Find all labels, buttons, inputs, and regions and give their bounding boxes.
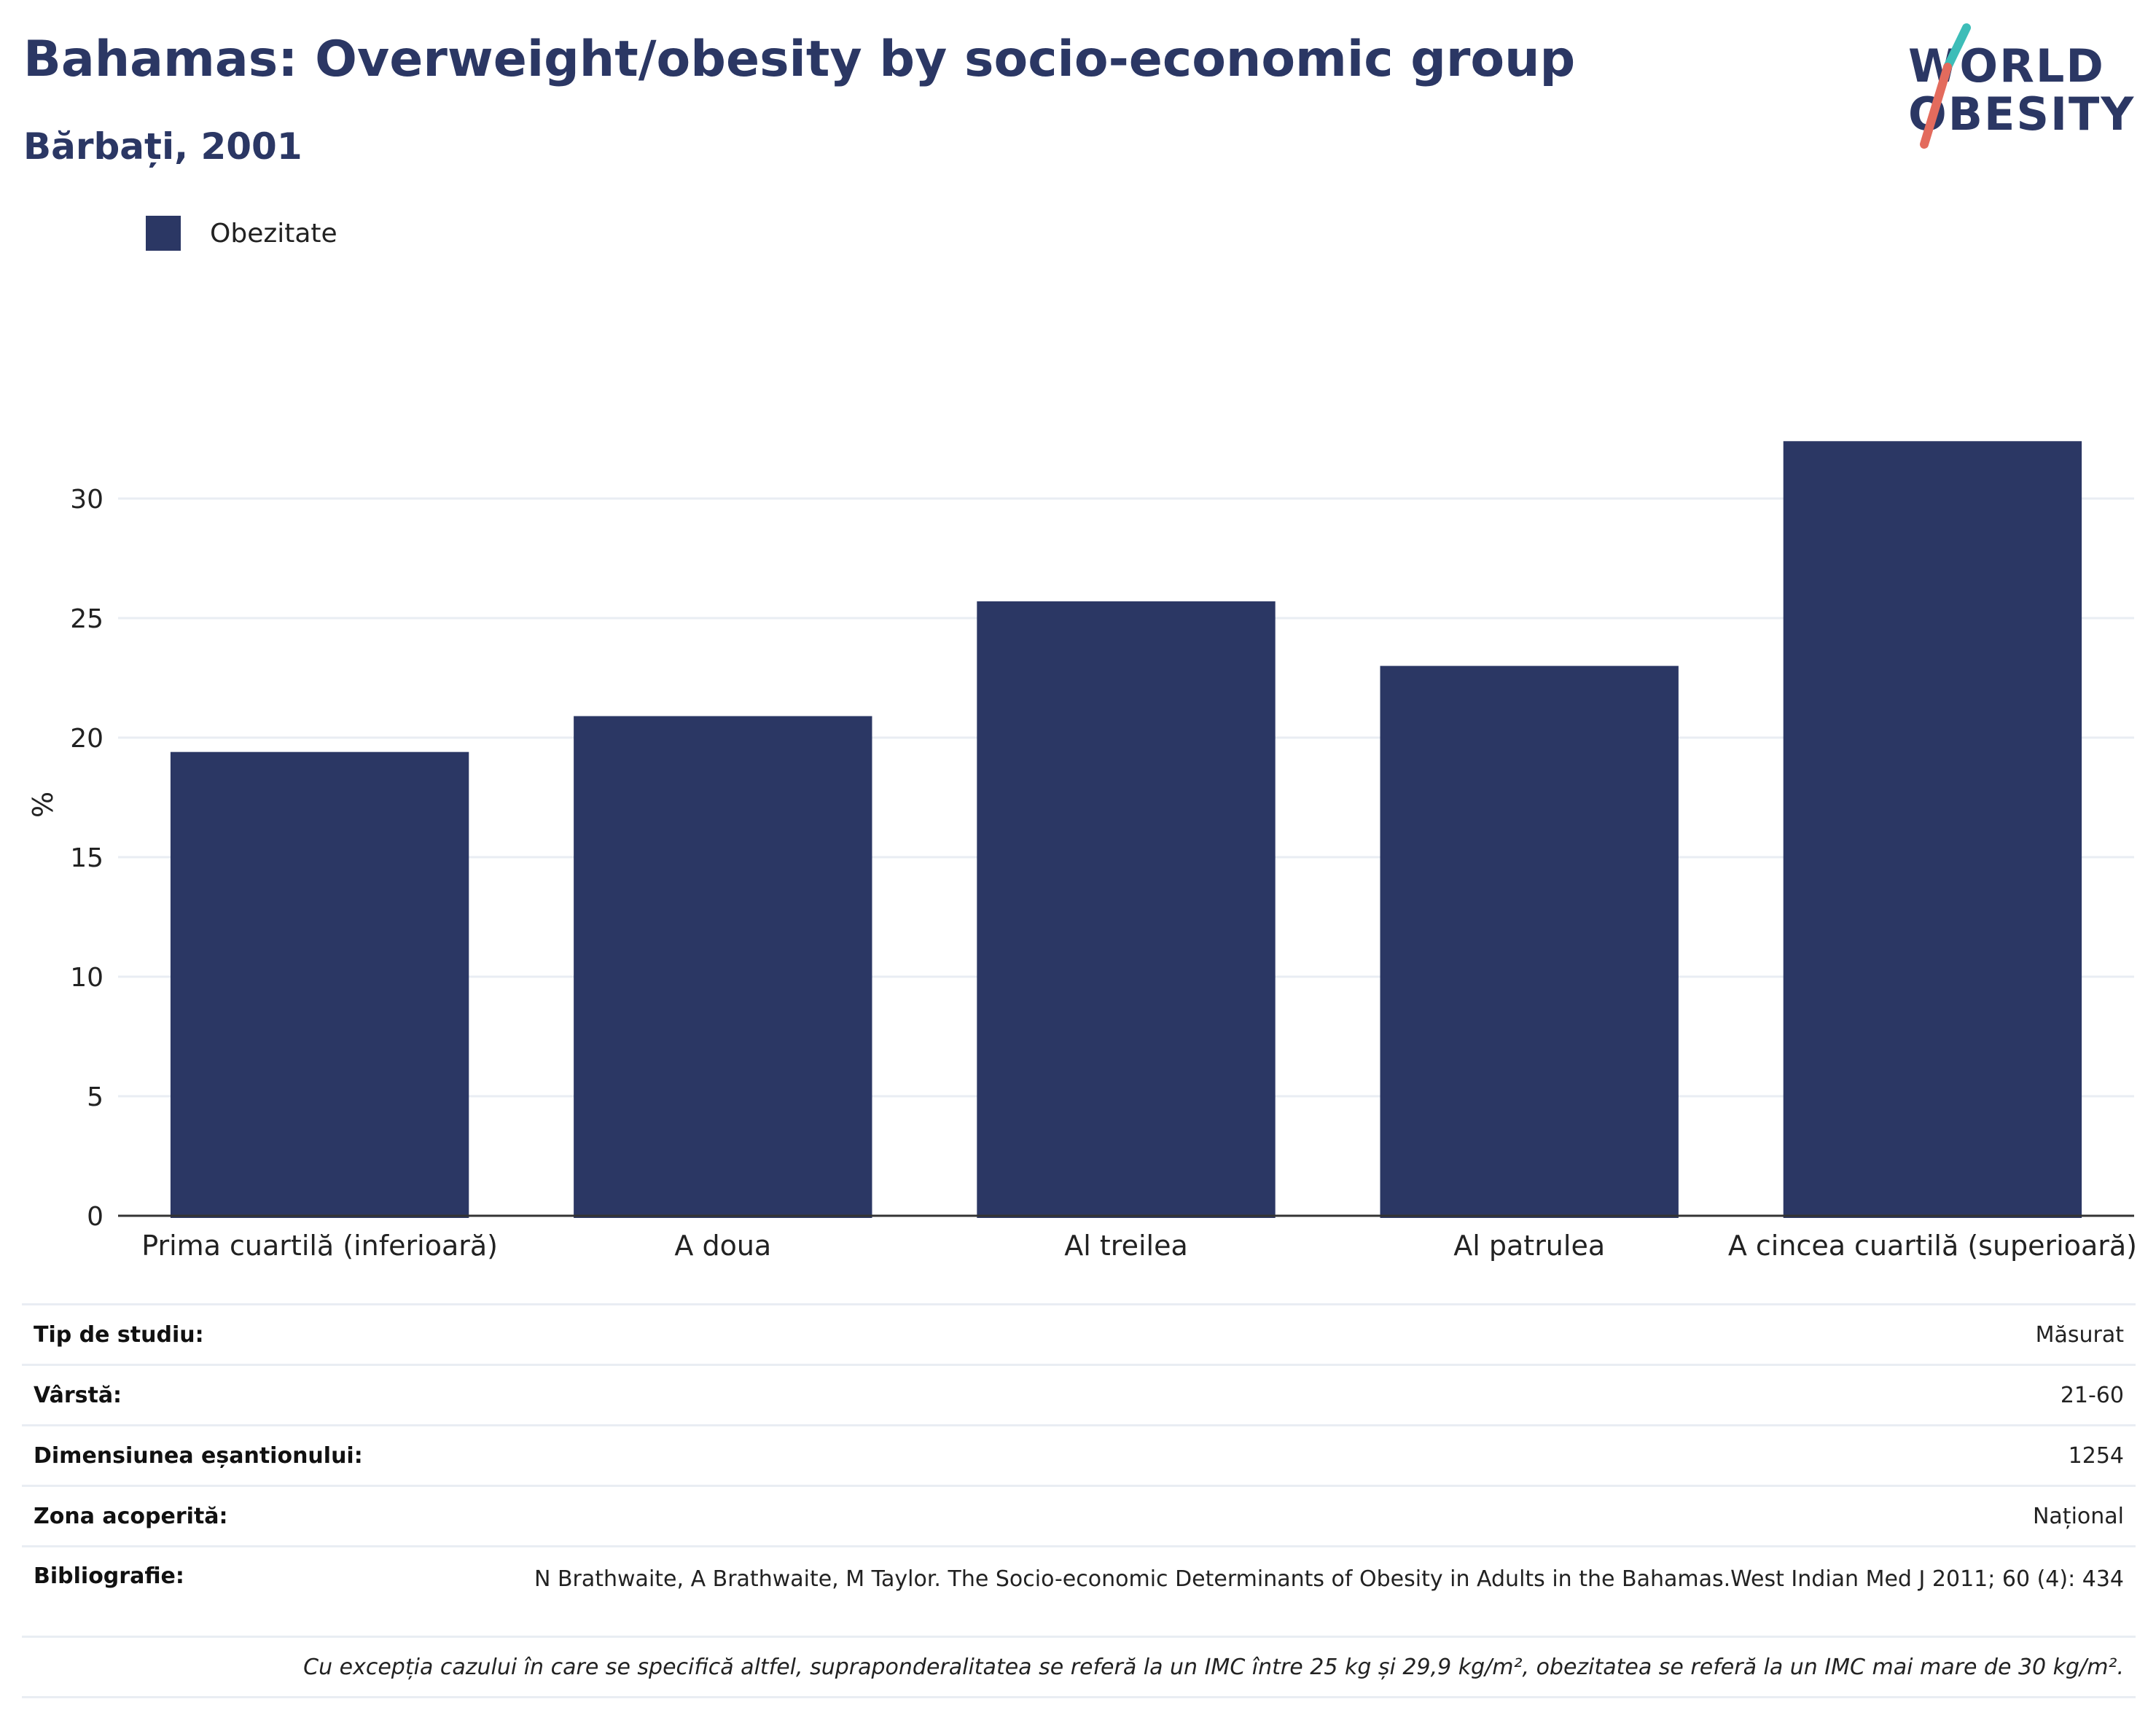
meta-value: Național [2032, 1503, 2124, 1529]
meta-row-area-covered: Zona acoperită: Național [22, 1485, 2136, 1545]
footnote-row: Cu excepția cazului în care se specifică… [22, 1636, 2136, 1698]
bar [574, 716, 872, 1218]
y-tick-label: 25 [70, 604, 103, 634]
y-tick-label: 10 [70, 963, 103, 993]
legend-swatch [146, 216, 181, 251]
y-axis-title: % [27, 792, 59, 818]
meta-label: Zona acoperită: [34, 1503, 228, 1529]
legend: Obezitate [146, 216, 337, 251]
y-tick-label: 5 [87, 1082, 103, 1112]
bar [977, 601, 1276, 1218]
y-tick-label: 30 [70, 485, 103, 515]
chart-title: Bahamas: Overweight/obesity by socio-eco… [23, 31, 1576, 88]
x-tick-label: Prima cuartilă (inferioară) [141, 1230, 498, 1262]
logo-slash-icon [1920, 23, 1971, 149]
bar [1380, 665, 1679, 1218]
meta-value: Măsurat [2035, 1321, 2124, 1348]
bar [170, 751, 469, 1218]
logo-line-2: OBESITY [1908, 87, 2136, 141]
meta-label: Dimensiunea eșantionului: [34, 1442, 363, 1469]
meta-row-sample-size: Dimensiunea eșantionului: 1254 [22, 1424, 2136, 1485]
meta-row-bibliography: Bibliografie: N Brathwaite, A Brathwaite… [22, 1545, 2136, 1636]
meta-value: 1254 [2068, 1442, 2124, 1469]
footnote: Cu excepția cazului în care se specifică… [303, 1654, 2124, 1680]
meta-row-study-type: Tip de studiu: Măsurat [22, 1303, 2136, 1364]
world-obesity-logo: WORLD OBESITY [1895, 22, 2143, 153]
meta-label: Vârstă: [34, 1382, 122, 1408]
x-tick-label: A doua [674, 1230, 771, 1262]
meta-value: 21-60 [2060, 1382, 2124, 1408]
x-tick-label: A cincea cuartilă (superioară) [1728, 1230, 2137, 1262]
study-info-table: Tip de studiu: Măsurat Vârstă: 21-60 Dim… [22, 1303, 2136, 1698]
x-tick-label: Al patrulea [1453, 1230, 1605, 1262]
chart-subtitle: Bărbați, 2001 [23, 125, 302, 168]
meta-value: N Brathwaite, A Brathwaite, M Taylor. Th… [534, 1566, 2124, 1592]
meta-label: Tip de studiu: [34, 1321, 204, 1348]
x-tick-label: Al treilea [1064, 1230, 1187, 1262]
bar-chart: 0 5 10 15 20 25 30% Prima cuartilă (inferioară)… [27, 441, 2137, 1262]
bar [1783, 441, 2082, 1218]
meta-label: Bibliografie: [34, 1563, 184, 1589]
y-tick-label: 15 [70, 843, 103, 873]
legend-label: Obezitate [210, 218, 337, 249]
meta-row-age: Vârstă: 21-60 [22, 1364, 2136, 1424]
y-tick-label: 0 [87, 1202, 103, 1232]
y-tick-label: 20 [70, 724, 103, 754]
